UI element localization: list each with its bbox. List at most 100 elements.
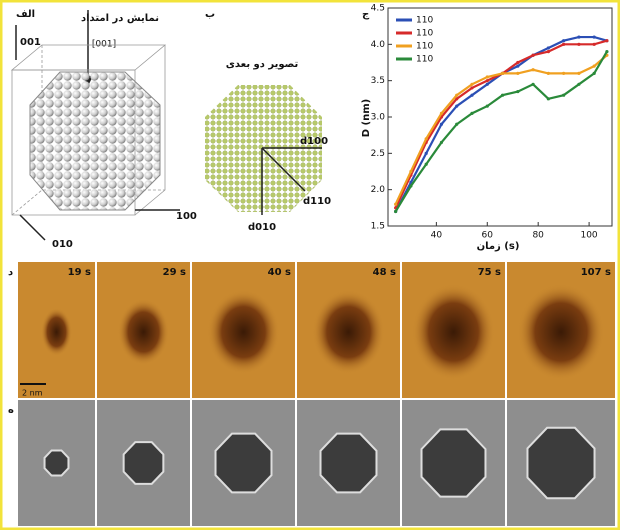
- legend-label: 110: [416, 29, 433, 39]
- sim-particle: [45, 450, 69, 475]
- data-point: [562, 43, 565, 46]
- axis-label: 100: [176, 211, 197, 222]
- y-tick-label: 4.0: [371, 40, 386, 50]
- d-label: d100: [300, 136, 328, 147]
- axis-label: 010: [52, 239, 73, 250]
- legend-label: 110: [416, 42, 433, 52]
- y-tick-label: 1.5: [371, 222, 385, 232]
- data-point: [547, 46, 550, 49]
- data-point: [562, 72, 565, 75]
- data-point: [440, 112, 443, 115]
- particle: [118, 299, 169, 365]
- d-label: d010: [248, 222, 276, 233]
- data-point: [501, 72, 504, 75]
- data-point: [593, 72, 596, 75]
- x-axis-label: زمان (s): [477, 241, 520, 252]
- data-point: [547, 72, 550, 75]
- data-point: [470, 112, 473, 115]
- data-point: [593, 43, 596, 46]
- y-tick-label: 2.0: [371, 185, 386, 195]
- time-label: 48 s: [373, 267, 396, 278]
- data-point: [486, 83, 489, 86]
- sim-particle: [321, 434, 377, 493]
- particle: [518, 284, 604, 380]
- data-point: [577, 43, 580, 46]
- data-point: [425, 152, 428, 155]
- time-label: 19 s: [68, 267, 91, 278]
- data-point: [440, 123, 443, 126]
- data-point: [531, 68, 534, 71]
- sim-particle: [124, 442, 164, 484]
- time-label: 107 s: [581, 267, 611, 278]
- data-point: [547, 50, 550, 53]
- panel-title: تصویر دو بعدی: [226, 59, 299, 70]
- data-point: [409, 170, 412, 173]
- data-point: [455, 123, 458, 126]
- data-point: [470, 86, 473, 89]
- sim-particle: [216, 434, 272, 493]
- y-tick-label: 2.5: [371, 149, 385, 159]
- data-point: [516, 61, 519, 64]
- panel-label: الف: [16, 9, 35, 20]
- legend-label: 110: [416, 16, 433, 26]
- data-point: [470, 94, 473, 97]
- x-tick-label: 80: [532, 231, 544, 241]
- data-point: [593, 35, 596, 38]
- time-label: 75 s: [478, 267, 501, 278]
- data-point: [531, 83, 534, 86]
- data-point: [516, 72, 519, 75]
- panel-c: ج زمان (s) D (nm) 1.52.02.53.03.54.04.54…: [361, 4, 612, 253]
- data-point: [455, 105, 458, 108]
- data-point: [394, 203, 397, 206]
- data-point: [409, 184, 412, 187]
- panel-label: ب: [205, 9, 215, 20]
- data-point: [562, 94, 565, 97]
- data-point: [547, 97, 550, 100]
- x-tick-label: 60: [482, 231, 494, 241]
- x-tick-label: 100: [580, 231, 597, 241]
- data-point: [486, 79, 489, 82]
- cluster: [30, 72, 160, 210]
- data-point: [593, 65, 596, 68]
- panel-label: ه: [8, 405, 14, 416]
- data-point: [577, 72, 580, 75]
- view-dir: [001]: [92, 40, 116, 50]
- data-point: [486, 75, 489, 78]
- x-tick-label: 40: [431, 231, 443, 241]
- time-label: 29 s: [163, 267, 186, 278]
- data-point: [470, 83, 473, 86]
- sim-particle: [422, 429, 486, 496]
- figure: الف نمایش در امتداد [001] 001 100 010 ب …: [0, 0, 620, 530]
- tem-panels: د ه 19 s 29 s 40 s 48 s 75 s 107 s 2 nm: [8, 262, 615, 526]
- data-point: [440, 141, 443, 144]
- particle: [41, 308, 72, 356]
- particle: [207, 290, 279, 374]
- time-label: 40 s: [268, 267, 291, 278]
- sim-particle: [527, 428, 594, 498]
- particle: [312, 290, 384, 374]
- data-point: [605, 50, 608, 53]
- data-point: [455, 94, 458, 97]
- legend-label: 110: [416, 55, 433, 65]
- data-point: [501, 94, 504, 97]
- d-label: d110: [303, 196, 331, 207]
- data-point: [531, 54, 534, 57]
- data-point: [562, 39, 565, 42]
- data-point: [425, 163, 428, 166]
- particle: [412, 284, 494, 380]
- panel-label: د: [8, 267, 13, 278]
- y-tick-label: 4.5: [371, 4, 385, 14]
- data-point: [516, 65, 519, 68]
- data-point: [605, 39, 608, 42]
- panel-label: ج: [362, 9, 370, 20]
- axis-label: 001: [20, 37, 41, 48]
- data-point: [486, 105, 489, 108]
- data-point: [516, 90, 519, 93]
- data-point: [425, 137, 428, 140]
- scale-label: 2 nm: [22, 389, 43, 398]
- y-tick-label: 3.0: [371, 113, 386, 123]
- data-point: [394, 210, 397, 213]
- data-point: [577, 35, 580, 38]
- view-label: نمایش در امتداد: [81, 13, 159, 24]
- y-tick-label: 3.5: [371, 76, 385, 86]
